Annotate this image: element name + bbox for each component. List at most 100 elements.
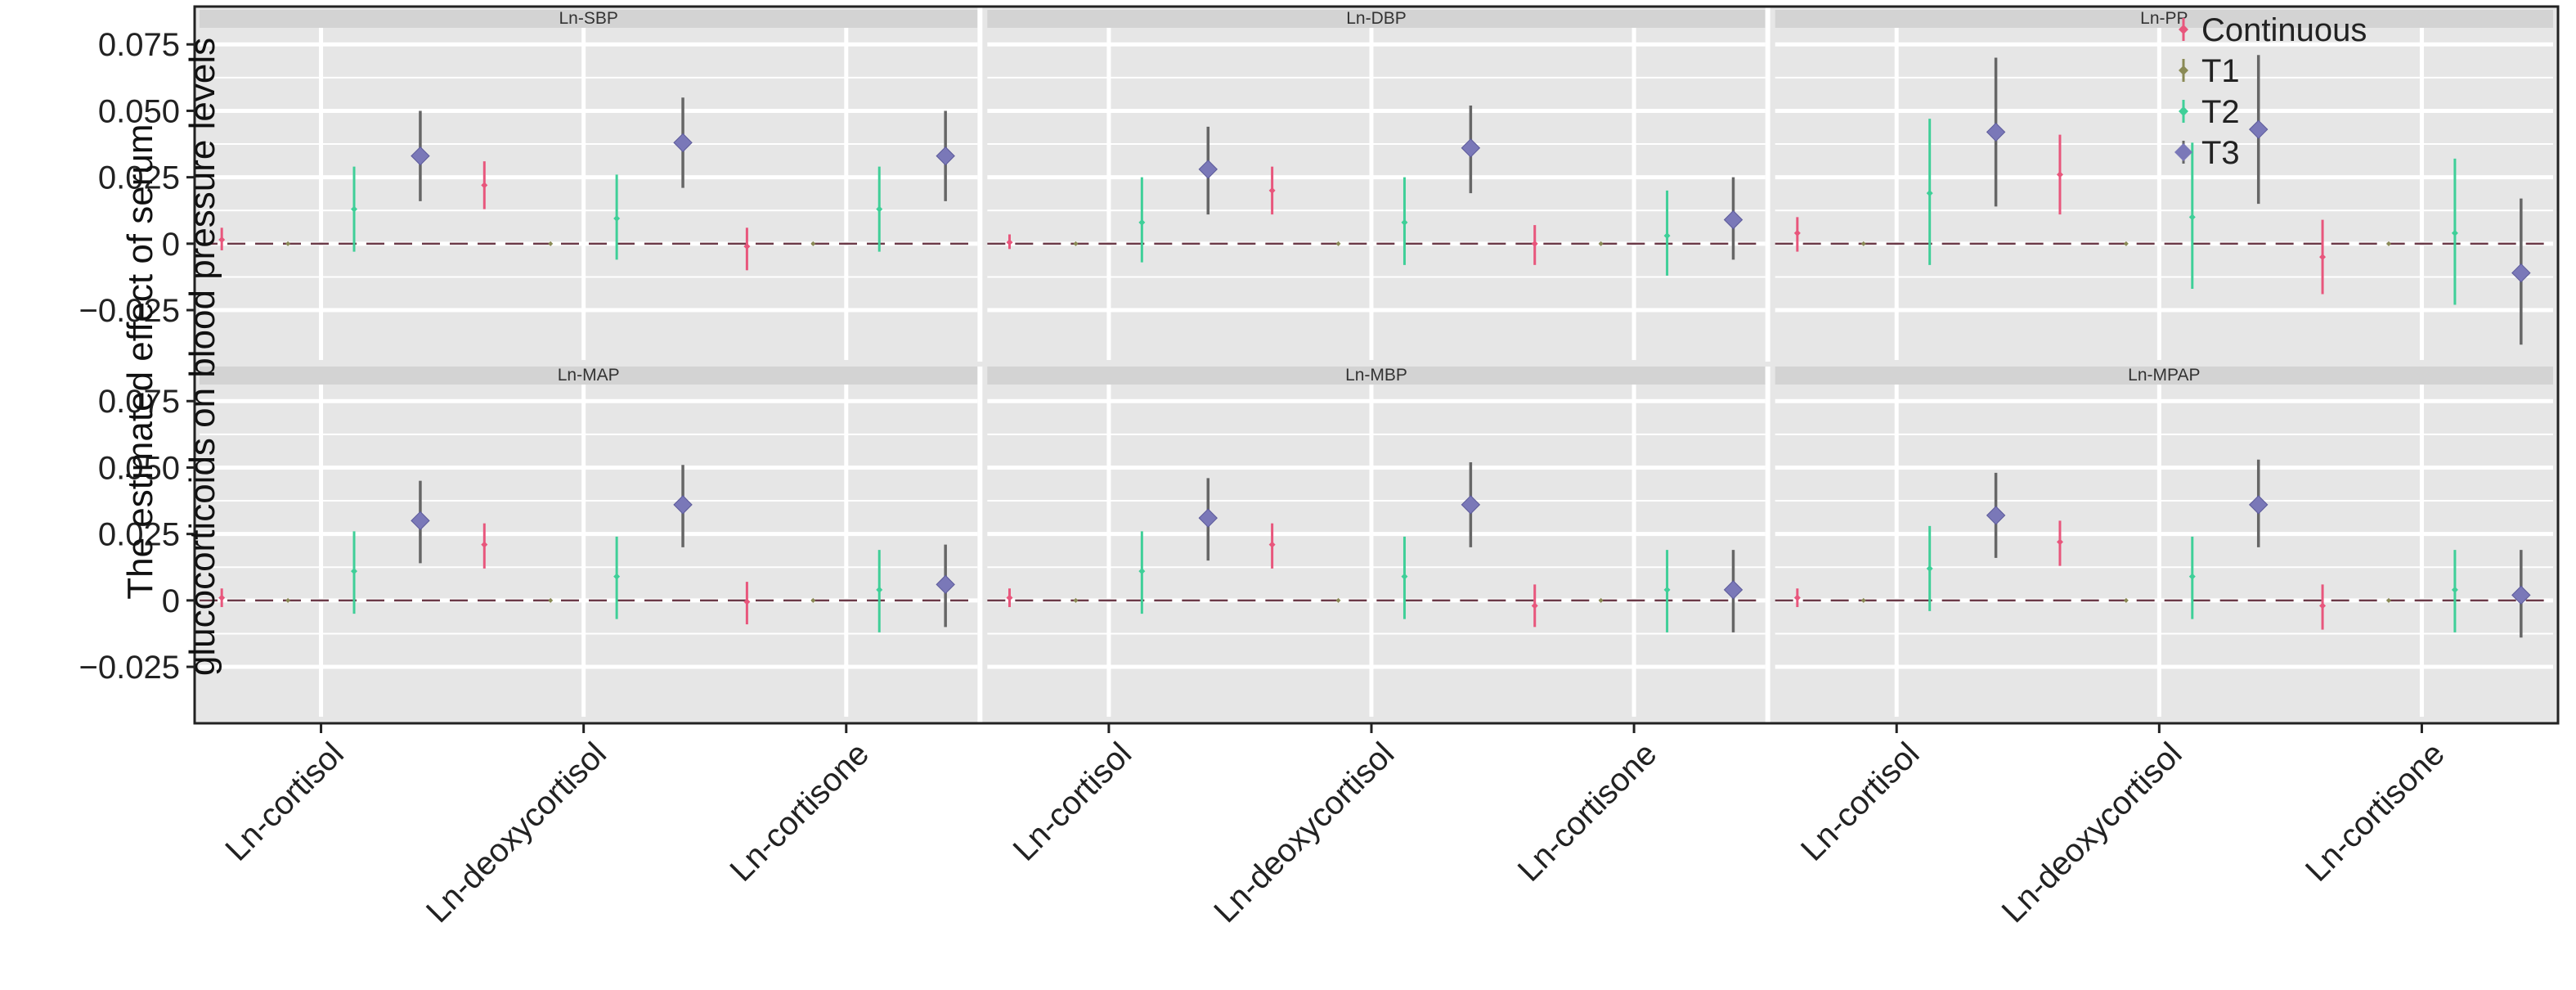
point-Continuous-Ln-cortisone: [1531, 602, 1538, 610]
point-T1-Ln-deoxycortisol: [1335, 241, 1341, 246]
point-T2-Ln-cortisol: [351, 205, 358, 213]
point-Continuous-Ln-deoxycortisol: [1268, 541, 1276, 548]
panels-layer: Ln-SBP Ln-DBP Ln-PP Ln-MAP Ln-MBP Ln-MPAP: [195, 7, 2558, 723]
facet-strip-label: Ln-MBP: [1345, 366, 1407, 385]
point-T2-Ln-cortisone: [876, 205, 883, 213]
facet-strip: [1775, 367, 2553, 385]
point-T1-Ln-cortisone: [2385, 597, 2391, 603]
facet-strip: [987, 10, 1766, 28]
y-tick-label: 0.050: [98, 93, 180, 129]
facet-strip-label: Ln-DBP: [1346, 9, 1407, 28]
chart-legend: Continuous T1 T2 T3: [2174, 12, 2367, 171]
legend-label-Continuous: Continuous: [2201, 12, 2367, 48]
legend-key-marker-T2: [2179, 106, 2188, 116]
x-tick-label: Ln-deoxycortisol: [420, 736, 613, 929]
point-T3-Ln-deoxycortisol: [1461, 495, 1481, 515]
point-T2-Ln-deoxycortisol: [1401, 573, 1408, 580]
point-T1-Ln-cortisol: [1860, 241, 1866, 246]
point-T3-Ln-deoxycortisol: [2249, 119, 2269, 139]
y-axis-label-line-1: The estimated effect of serum: [120, 124, 160, 599]
x-tick-label: Ln-cortisone: [2299, 736, 2452, 889]
point-Continuous-Ln-deoxycortisol: [1268, 187, 1276, 194]
x-tick-label: Ln-cortisol: [1007, 736, 1139, 868]
facet-panel-Ln-MBP: Ln-MBP: [987, 366, 1766, 717]
point-Continuous-Ln-cortisol: [1793, 594, 1801, 601]
point-Continuous-Ln-cortisone: [743, 243, 751, 250]
y-tick-label: 0.075: [98, 384, 180, 420]
x-tick-label: Ln-cortisol: [218, 736, 351, 868]
point-T3-Ln-cortisone: [2511, 263, 2531, 283]
point-T3-Ln-deoxycortisol: [2249, 495, 2269, 515]
point-T2-Ln-cortisol: [351, 568, 358, 575]
point-Continuous-Ln-cortisol: [218, 236, 226, 243]
point-T2-Ln-cortisol: [1926, 565, 1933, 572]
point-T2-Ln-cortisone: [876, 586, 883, 593]
point-T3-Ln-cortisone: [2511, 585, 2531, 605]
point-Continuous-Ln-cortisone: [2319, 254, 2327, 261]
point-Continuous-Ln-cortisol: [1006, 239, 1013, 246]
point-T2-Ln-deoxycortisol: [613, 214, 621, 222]
point-T3-Ln-cortisol: [1198, 508, 1218, 528]
point-T1-Ln-deoxycortisol: [548, 597, 554, 603]
point-T2-Ln-cortisol: [1138, 218, 1146, 226]
legend-label-T3: T3: [2201, 135, 2240, 171]
legend-key-marker-T3: [2174, 143, 2192, 161]
point-Continuous-Ln-deoxycortisol: [2056, 171, 2063, 178]
point-T1-Ln-cortisone: [2385, 241, 2391, 246]
y-tick-label: 0.075: [98, 27, 180, 63]
point-T3-Ln-cortisol: [1198, 160, 1218, 179]
point-T1-Ln-deoxycortisol: [548, 241, 554, 246]
x-tick-label: Ln-deoxycortisol: [1207, 736, 1401, 929]
y-tick-label: 0: [162, 227, 180, 263]
point-T2-Ln-cortisone: [1663, 232, 1671, 240]
point-T1-Ln-cortisol: [1073, 597, 1079, 603]
y-tick-label: 0.025: [98, 517, 180, 553]
plot-border: [193, 5, 2560, 725]
point-T2-Ln-deoxycortisol: [613, 573, 621, 580]
facet-strip-label: Ln-MAP: [558, 366, 620, 385]
point-Continuous-Ln-cortisol: [1793, 229, 1801, 236]
point-T2-Ln-deoxycortisol: [2188, 214, 2196, 221]
point-T2-Ln-cortisol: [1926, 190, 1933, 197]
point-T1-Ln-cortisol: [285, 241, 291, 246]
facet-strip-label: Ln-SBP: [559, 9, 617, 28]
x-tick-label: Ln-deoxycortisol: [1995, 736, 2189, 929]
point-T3-Ln-cortisol: [1986, 506, 2006, 525]
point-T3-Ln-deoxycortisol: [673, 495, 693, 515]
legend-label-T1: T1: [2201, 53, 2240, 89]
facet-panel-Ln-SBP: Ln-SBP: [200, 9, 978, 360]
point-T2-Ln-cortisol: [1138, 568, 1146, 575]
point-T3-Ln-cortisone: [936, 574, 955, 595]
facet-strip: [200, 10, 978, 28]
point-T3-Ln-cortisol: [1986, 122, 2006, 142]
facet-strip-label: Ln-PP: [2140, 9, 2188, 28]
legend-key-marker-T1: [2179, 65, 2188, 75]
facet-strip: [987, 367, 1766, 385]
point-T3-Ln-cortisone: [1723, 580, 1744, 600]
point-T1-Ln-deoxycortisol: [2123, 597, 2129, 603]
point-T1-Ln-cortisol: [1073, 241, 1079, 246]
point-T2-Ln-cortisone: [1663, 586, 1671, 593]
facet-strip: [200, 367, 978, 385]
point-Continuous-Ln-deoxycortisol: [481, 541, 488, 548]
y-tick-label: 0.050: [98, 450, 180, 486]
facet-strip-label: Ln-MPAP: [2128, 366, 2200, 385]
point-Continuous-Ln-cortisone: [743, 598, 751, 605]
y-axis-label-line-2: glucocorticoids on blood pressure levels: [182, 38, 222, 676]
point-Continuous-Ln-deoxycortisol: [2056, 538, 2063, 546]
point-T3-Ln-cortisol: [411, 146, 430, 166]
y-axis-label: The estimated effect of serum glucocorti…: [120, 38, 222, 676]
legend-key-marker-Continuous: [2179, 25, 2188, 34]
facet-panel-Ln-MPAP: Ln-MPAP: [1775, 366, 2553, 717]
facet-panel-Ln-DBP: Ln-DBP: [987, 9, 1766, 360]
point-T3-Ln-cortisone: [936, 146, 955, 166]
point-T1-Ln-cortisol: [1860, 597, 1866, 603]
x-tick-label: Ln-cortisone: [723, 736, 876, 889]
point-Continuous-Ln-cortisol: [1006, 594, 1013, 601]
y-tick-label: 0.025: [98, 160, 180, 196]
point-T2-Ln-deoxycortisol: [1401, 218, 1408, 226]
point-T3-Ln-cortisone: [1723, 209, 1744, 230]
point-T1-Ln-cortisone: [1598, 597, 1604, 603]
point-Continuous-Ln-deoxycortisol: [481, 182, 488, 189]
